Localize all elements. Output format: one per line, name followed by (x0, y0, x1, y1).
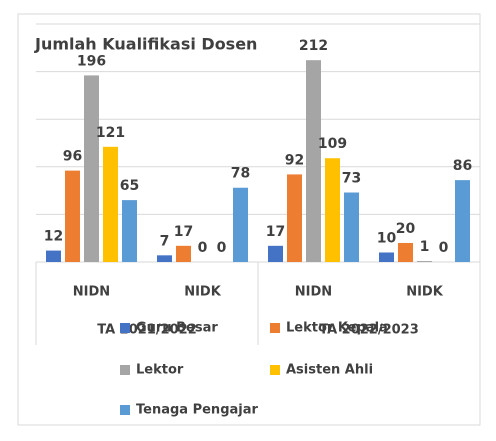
bar (417, 261, 432, 262)
bar (84, 75, 99, 263)
data-label: 121 (96, 125, 125, 141)
data-label: 109 (318, 136, 347, 152)
x-tick-label: NIDN (73, 285, 110, 300)
data-label: 196 (77, 53, 106, 69)
chart-title: Jumlah Kualifikasi Dosen (34, 35, 257, 54)
bar (103, 146, 118, 262)
legend-label: Lektor Kepala (286, 321, 388, 336)
group-label: TA 2022/2023 (319, 323, 419, 338)
bar (398, 242, 413, 262)
data-label: 0 (198, 240, 208, 256)
legend-label: Tenaga Pengajar (136, 403, 258, 418)
x-tick-label: NIDK (406, 285, 444, 300)
data-label: 17 (174, 224, 193, 240)
legend-swatch (270, 365, 280, 375)
data-label: 78 (231, 166, 250, 182)
data-label: 17 (266, 224, 285, 240)
bar (455, 180, 470, 262)
data-label: 12 (44, 229, 63, 245)
data-label: 86 (453, 158, 472, 174)
bar (157, 255, 172, 262)
data-label: 10 (377, 230, 397, 246)
legend-swatch (120, 405, 130, 415)
data-label: 1 (420, 239, 430, 255)
bar (344, 192, 359, 262)
x-tick-label: NIDK (184, 285, 222, 300)
bar (233, 187, 248, 262)
legend-label: Lektor (136, 363, 184, 378)
data-label: 20 (396, 221, 416, 237)
legend-label: Asisten Ahli (286, 363, 373, 378)
bar (65, 170, 80, 262)
x-tick-label: NIDN (295, 285, 332, 300)
bar (122, 200, 137, 262)
data-label: 7 (160, 233, 170, 249)
data-label: 96 (63, 149, 82, 165)
data-label: 212 (299, 38, 328, 54)
legend-swatch (120, 365, 130, 375)
bar (306, 60, 321, 263)
data-label: 65 (120, 178, 139, 194)
legend-swatch (270, 323, 280, 333)
bar (379, 252, 394, 262)
bar (287, 174, 302, 262)
data-label: 0 (217, 240, 227, 256)
bar (268, 245, 283, 262)
bar (325, 158, 340, 262)
bar (176, 245, 191, 262)
legend-swatch (120, 323, 130, 333)
data-label: 73 (342, 171, 361, 187)
data-label: 92 (285, 152, 304, 168)
bar (46, 250, 61, 262)
data-label: 0 (439, 240, 449, 256)
legend-label: Guru Besar (136, 321, 218, 336)
